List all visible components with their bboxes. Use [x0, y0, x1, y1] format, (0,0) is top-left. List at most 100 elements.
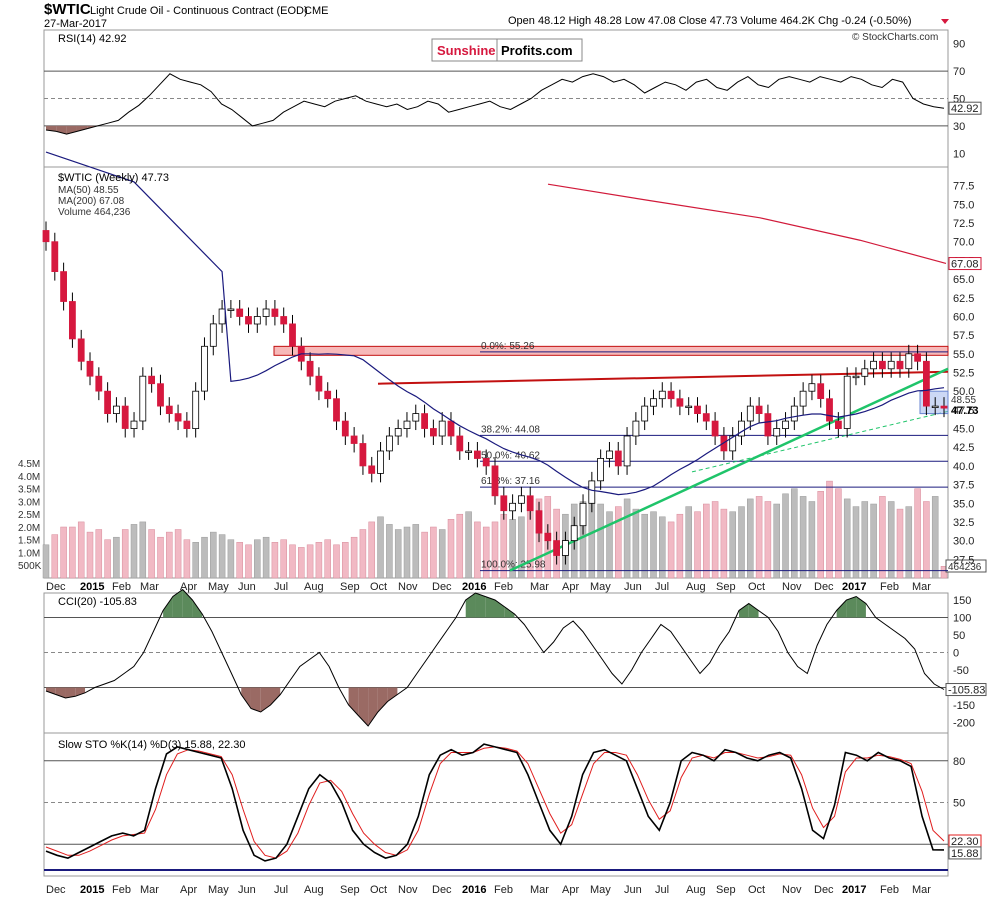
volume-bar	[245, 544, 252, 579]
volume-bar	[306, 544, 314, 579]
candle-body	[394, 428, 402, 437]
candle-body	[896, 360, 904, 370]
x-tick-label: Apr	[180, 581, 197, 593]
volume-bar	[60, 526, 67, 579]
volume-bar	[465, 511, 472, 579]
volume-bar	[835, 488, 842, 579]
candle-body	[69, 301, 76, 340]
volume-bar	[773, 503, 780, 579]
candle-body	[333, 398, 340, 422]
x-tick-label: Nov	[782, 581, 802, 593]
volume-bar	[623, 498, 631, 579]
x-tick-label: Sep	[716, 581, 736, 593]
volume-bar	[641, 513, 648, 579]
candle-body	[183, 420, 191, 430]
x-tick-label: Aug	[686, 884, 706, 896]
cci-negative-fill	[55, 687, 66, 698]
x-tick-label: 2016	[462, 581, 486, 593]
volume-bar	[324, 539, 331, 579]
cci-last-label: -105.83	[948, 685, 985, 697]
candle-body	[465, 450, 473, 453]
volume-bar	[412, 524, 420, 579]
price-tick: 57.5	[953, 330, 974, 342]
volume-bar	[852, 506, 860, 579]
candle-body	[729, 435, 737, 452]
candle-body	[588, 480, 596, 504]
candle-body	[606, 450, 613, 459]
volume-bar	[86, 531, 94, 579]
volume-bar	[139, 521, 147, 579]
cci-tick: -200	[953, 718, 975, 730]
price-tick: 47.5	[953, 405, 974, 417]
x-tick-label: Mar	[140, 884, 159, 896]
price-tick: 40.0	[953, 461, 974, 473]
volume-bar	[914, 488, 921, 579]
volume-bar	[280, 539, 287, 579]
cci-positive-fill	[163, 596, 173, 618]
x-tick-label: Sep	[340, 884, 360, 896]
cci-negative-fill	[387, 687, 398, 702]
cci-negative-fill	[270, 687, 281, 705]
candle-body	[799, 390, 807, 407]
volume-bar	[667, 521, 675, 579]
volume-bar	[315, 542, 323, 579]
candle-body	[914, 353, 921, 362]
volume-bar	[659, 516, 666, 579]
volume-bar	[632, 508, 640, 579]
cci-line	[45, 588, 945, 727]
x-axis-layer: Dec 2015 Feb Mar Apr May Jun Jul Aug Sep Oct Nov Dec…	[46, 581, 931, 896]
cci-positive-fill	[836, 600, 847, 618]
logo-frame	[431, 38, 583, 62]
x-tick-label: Nov	[782, 884, 802, 896]
volume-bar	[861, 501, 869, 579]
volume-bar	[491, 521, 499, 579]
x-tick-label: Dec	[814, 581, 834, 593]
candle-body	[192, 390, 200, 430]
cci-negative-fill	[358, 687, 369, 726]
volume-bar	[218, 534, 226, 579]
cci-positive-fill	[748, 603, 759, 618]
candle-body	[315, 375, 323, 392]
rsi-tick: 70	[953, 66, 965, 78]
candle-body	[535, 510, 543, 534]
cci-positive-fill	[495, 600, 505, 618]
volume-tick: 2.0M	[18, 523, 40, 534]
ma200-last-label: 67.08	[951, 259, 979, 271]
volume-tick: 1.5M	[18, 536, 40, 547]
candle-body	[720, 435, 728, 452]
candle-body	[923, 360, 930, 407]
volume-bar	[650, 511, 657, 579]
price-tick: 72.5	[953, 218, 974, 230]
rsi-oversold-fill	[76, 125, 88, 132]
candle-body	[262, 308, 270, 317]
fib-label: 50.0%: 40.62	[481, 450, 540, 461]
candle-body	[667, 390, 675, 400]
cci-positive-fill	[739, 603, 749, 618]
volume-bar	[430, 526, 437, 579]
candle-body	[350, 435, 358, 444]
candle-body	[614, 450, 622, 467]
ma200-line	[547, 183, 947, 264]
x-tick-label: Sep	[716, 884, 736, 896]
volume-bar	[791, 488, 798, 579]
volume-bar	[421, 531, 428, 579]
rsi-last-label: 42.92	[951, 103, 979, 115]
candle-body	[764, 413, 772, 437]
candle-body	[148, 375, 156, 385]
volume-bar	[808, 501, 816, 579]
volume-bar	[931, 496, 939, 579]
cci-title: CCI(20) -105.83	[58, 596, 137, 608]
x-tick-label: Mar	[530, 884, 549, 896]
candle-body	[562, 540, 569, 556]
candle-body	[843, 375, 851, 429]
x-tick-label: Apr	[180, 884, 197, 896]
candle-body	[861, 368, 869, 377]
x-tick-label: 2015	[80, 884, 104, 896]
candle-body	[377, 450, 384, 474]
cci-tick: 100	[953, 613, 971, 625]
instrument-name: Light Crude Oil - Continuous Contract (E…	[90, 5, 308, 17]
candle-body	[870, 360, 877, 370]
price-tick: 45.0	[953, 424, 974, 436]
